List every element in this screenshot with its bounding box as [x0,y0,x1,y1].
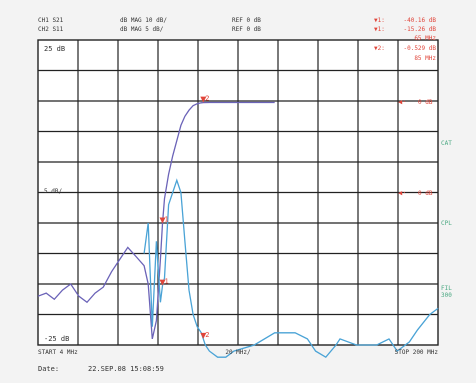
ch2-ref: REF 0 dB [232,26,261,33]
marker2-label: ▼2: [374,45,385,52]
side-label-cat: CAT [441,140,452,147]
marker1-ch1-value: -40.16 dB [403,17,436,24]
top-scale-label: 25 dB [44,45,65,53]
stop-frequency: STOP 200 MHz [395,349,439,356]
trace-s21 [37,101,275,340]
marker2-value: -0.529 dB [403,45,436,52]
marker-1-s11: 1 [165,278,169,286]
ref-line-label-ch2: 0 dB [418,190,433,197]
side-label-cpl: CPL [441,220,452,227]
ch1-scale: dB MAG 10 dB/ [120,17,167,24]
marker-1-s11-pointer [159,279,166,286]
ch1-ref: REF 0 dB [232,17,261,24]
marker1-ch2-value: -15.26 dB [403,26,436,33]
marker-1-s21: 1 [165,216,169,224]
side-label-fil: FIL [441,285,452,292]
mid-scale-label: 5 dB/ [44,188,62,195]
date-label: Date: [38,365,59,373]
ref-arrow-ch1: ◀· [398,98,406,106]
frequency-per-div: 20 MHz/ [225,349,251,356]
plot-border [37,39,439,346]
ref-arrow-ch2: ◀· [398,189,406,197]
grid [38,40,438,345]
marker-2-s11-pointer [200,332,207,339]
trace-s11 [143,178,439,359]
marker-2-s21-pointer [200,96,207,103]
trace-marks: 1 2 1 2 [159,95,210,339]
marker1-freq: 65 MHz [414,35,436,42]
marker-1-s21-pointer [159,217,166,224]
marker1-label: ▼1: [374,17,385,24]
bottom-scale-label: -25 dB [44,335,69,343]
date-value: 22.SEP.08 15:08:59 [88,365,164,373]
ch2-label: CH2 S11 [38,26,64,33]
marker2-freq: 85 MHz [414,55,436,62]
ch1-label: CH1 S21 [38,17,64,24]
ch2-scale: dB MAG 5 dB/ [120,26,164,33]
side-label-fil2: 300 [441,292,452,299]
marker-2-s11: 2 [205,331,209,339]
ref-line-label-ch1: 0 dB [418,99,433,106]
marker1-label-ch2: ▼1: [374,26,385,33]
marker-2-s21: 2 [205,95,209,103]
start-frequency: START 4 MHz [38,349,78,356]
